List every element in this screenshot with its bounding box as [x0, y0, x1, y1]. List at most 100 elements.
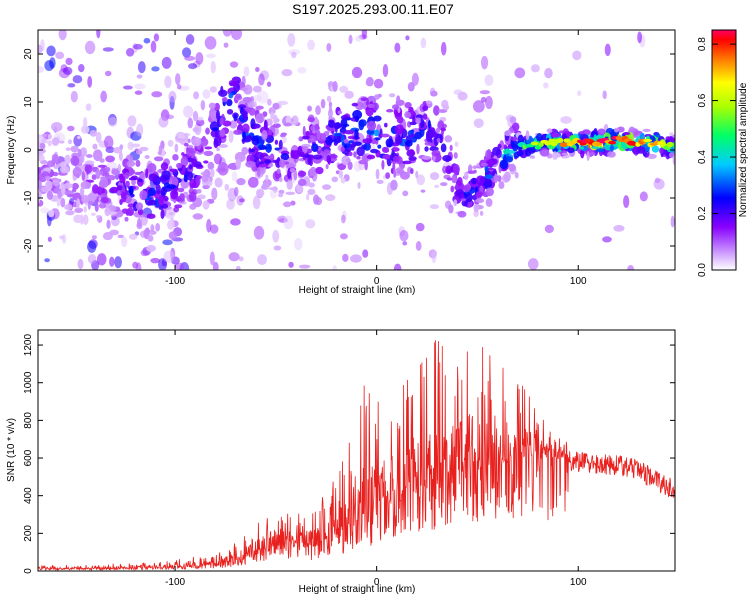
spectrogram-noise-blob [102, 47, 114, 52]
spectrogram-ridge-blob [412, 115, 416, 125]
spectrogram-ridge-blob [414, 131, 423, 140]
spectrogram-ridge-blob [274, 139, 279, 145]
snr-xtick-label: -100 [165, 577, 185, 588]
spectrogram-ridge-blob [218, 144, 228, 148]
spectrogram-ridge-blob [366, 76, 374, 87]
spectrogram-ridge-blob [70, 145, 79, 153]
spectrogram-ridge-blob [442, 155, 452, 162]
spectrogram-noise-blob [122, 85, 133, 90]
spectrogram-ridge-blob [472, 165, 478, 169]
spectrogram-ridge-blob [214, 102, 220, 112]
spectrogram-ridge-blob [186, 171, 194, 181]
spectrogram-noise-blob [234, 186, 239, 197]
spectrogram-ridge-blob [529, 155, 536, 159]
spectrogram-noise-blob [104, 135, 114, 150]
spectrogram-ridge-blob [255, 188, 265, 197]
spectrogram-ridge-blob [485, 187, 494, 197]
spectrogram-ridge-blob [376, 179, 384, 185]
spectrogram-ridge-blob [104, 166, 111, 173]
spectrogram-ridge-blob [272, 123, 281, 128]
snr-ytick-label: 1200 [23, 334, 34, 357]
spectrogram-ridge-blob [323, 149, 331, 154]
spectrogram-noise-blob [213, 153, 222, 165]
spectrogram-ridge-blob [169, 168, 178, 173]
spectrogram-ridge-blob [409, 149, 415, 156]
spectrogram-noise-blob [78, 63, 85, 73]
spectrogram-ridge-blob [392, 104, 400, 110]
spectrogram-ridge-blob [273, 114, 278, 125]
spectrogram-ridge-blob [76, 135, 81, 140]
spectrogram-ridge-blob [167, 219, 175, 230]
spectrogram-ridge-blob [597, 128, 606, 136]
spectrogram-ridge-blob [51, 137, 60, 146]
spectrogram-ridge-blob [326, 95, 332, 103]
spectrogram-ridge-blob [365, 105, 374, 117]
spectrogram-noise-blob [210, 60, 216, 74]
spectrogram-ridge-blob [243, 110, 248, 121]
spectrogram-ridge-blob [366, 120, 377, 131]
spectrogram-ridge-blob [198, 137, 209, 147]
spectrogram-noise-blob [405, 35, 410, 41]
spectrogram-ridge-blob [479, 210, 484, 216]
spectrogram-ridge-blob [64, 154, 71, 165]
spectrogram-ridge-blob [166, 184, 177, 189]
spectrogram-ridge-blob [385, 138, 394, 147]
spectrogram-ridge-blob [659, 147, 664, 154]
spectrogram-noise-blob [472, 100, 485, 113]
spectrogram-ridge-blob [306, 193, 310, 201]
spectrogram-ridge-blob [156, 190, 163, 194]
spectrogram-ridge-blob [51, 153, 59, 163]
spectrogram-ridge-blob [385, 172, 391, 179]
spectrogram-noise-blob [402, 241, 408, 246]
snr-xlabel: Height of straight line (km) [299, 584, 416, 595]
spectrogram-ridge-blob [183, 142, 189, 147]
spectrogram-ridge-blob [396, 115, 404, 124]
spectrogram-noise-blob [252, 95, 263, 102]
spectrogram-ridge-blob [291, 115, 299, 126]
spectrogram-noise-blob [61, 234, 67, 244]
spectrogram-ridge-blob [465, 192, 473, 203]
spectrogram-ridge-blob [352, 109, 363, 120]
spectrogram-ridge-blob [242, 123, 250, 134]
spectrogram-noise-blob [646, 153, 657, 159]
spectrogram-noise-blob [288, 261, 294, 268]
spectrogram-noise-blob [373, 78, 384, 89]
spectrogram-ridge-blob [73, 214, 83, 224]
spectrogram-ridge-blob [283, 122, 293, 127]
spectrogram-noise-blob [231, 171, 238, 182]
spectrogram-ridge-blob [485, 198, 493, 207]
spectrogram-noise-blob [440, 41, 447, 56]
spectrogram-ridge-blob [311, 143, 319, 152]
spectrogram-ridge-blob [511, 122, 520, 132]
spectrogram-xtick-label: -100 [165, 276, 185, 287]
spectrogram-ridge-blob [420, 189, 426, 193]
spectrogram-noise-blob [187, 117, 194, 129]
spectrogram-ridge-blob [395, 167, 404, 173]
spectrogram-ridge-blob [250, 118, 256, 129]
spectrogram-noise-blob [315, 105, 321, 116]
spectrogram-ridge-blob [233, 113, 238, 122]
spectrogram-noise-blob [55, 51, 65, 60]
spectrogram-noise-blob [602, 236, 612, 243]
spectrogram-ridge-blob [67, 139, 73, 145]
spectrogram-ridge-blob [316, 130, 321, 141]
spectrogram-ridge-blob [210, 168, 215, 178]
spectrogram-ridge-blob [137, 217, 142, 228]
spectrogram-noise-blob [72, 75, 83, 84]
spectrogram-ridge-blob [74, 207, 84, 213]
spectrogram-ridge-blob [440, 127, 446, 132]
spectrogram-noise-blob [348, 34, 353, 44]
spectrogram-ridge-blob [340, 115, 350, 120]
spectrogram-ridge-blob [456, 176, 463, 187]
spectrogram-ridge-blob [139, 146, 149, 152]
snr-xtick-label: 0 [374, 577, 380, 588]
spectrogram-ridge-blob [209, 86, 217, 93]
spectrogram-ridge-blob [480, 162, 488, 167]
spectrogram-noise-blob [44, 60, 55, 72]
spectrogram-ridge-blob [62, 182, 73, 189]
spectrogram-ridge-blob [46, 190, 54, 200]
spectrogram-ridge-blob [181, 152, 185, 156]
spectrogram-ridge-blob [347, 161, 353, 171]
spectrogram-ridge-blob [126, 160, 136, 167]
